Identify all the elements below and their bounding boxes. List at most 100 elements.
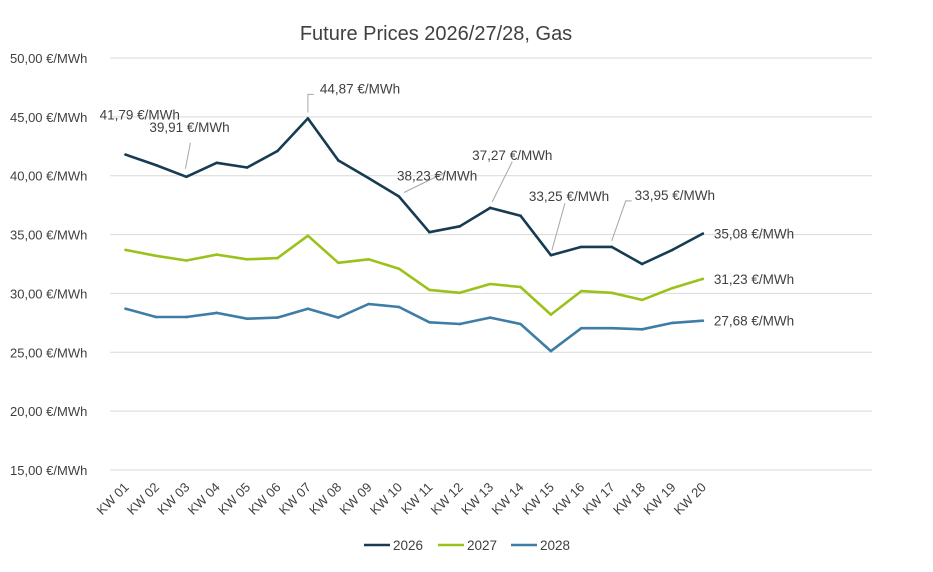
label-leader-line — [551, 203, 566, 251]
data-label: 44,87 €/MWh — [320, 81, 400, 96]
data-point-2027 — [276, 256, 279, 260]
x-tick-label: KW 20 — [671, 480, 709, 518]
x-tick-label: KW 09 — [337, 480, 375, 518]
data-point-2028 — [154, 315, 158, 319]
data-point-2028 — [336, 316, 340, 319]
x-tick-label: KW 16 — [549, 480, 587, 518]
series-line-2028 — [124, 302, 705, 353]
data-point-2027 — [306, 234, 310, 238]
y-axis-ticks: 15,00 €/MWh 20,00 €/MWh 25,00 €/MWh 30,00 €… — [10, 51, 87, 478]
data-point-2027 — [245, 257, 249, 261]
data-label: 33,25 €/MWh — [529, 189, 609, 204]
data-point-2027 — [671, 286, 674, 290]
data-point-2026 — [428, 230, 431, 234]
x-tick-label: KW 04 — [185, 480, 223, 518]
data-point-2027 — [640, 298, 644, 302]
data-point-2026 — [488, 206, 492, 210]
data-point-2027 — [336, 261, 340, 265]
data-point-2028 — [245, 317, 249, 321]
y-tick-label: 40,00 €/MWh — [10, 169, 87, 184]
data-point-2026 — [367, 176, 370, 180]
data-point-2027 — [580, 289, 583, 293]
x-tick-label: KW 05 — [215, 480, 253, 518]
data-point-2026 — [154, 163, 158, 167]
data-label: 33,95 €/MWh — [635, 188, 715, 203]
x-tick-label: KW 06 — [245, 480, 283, 518]
data-point-2026 — [397, 195, 401, 198]
data-point-2028 — [215, 311, 219, 315]
data-point-2027 — [397, 267, 401, 271]
data-point-2028 — [458, 322, 462, 326]
x-tick-label: KW 10 — [367, 480, 405, 518]
series-line-2027 — [124, 234, 705, 316]
x-tick-label: KW 01 — [94, 480, 132, 518]
chart-title: Future Prices 2026/27/28, Gas — [300, 23, 572, 45]
label-leader-line — [491, 161, 513, 203]
legend: 2026 2027 2028 — [364, 538, 570, 553]
label-leaders — [184, 93, 632, 251]
x-tick-label: KW 13 — [458, 480, 496, 518]
data-point-2028 — [671, 321, 674, 325]
data-point-2028 — [397, 305, 401, 309]
data-point-2027 — [154, 254, 158, 258]
data-point-2026 — [215, 161, 219, 165]
data-point-2026 — [671, 248, 674, 252]
y-tick-label: 45,00 €/MWh — [10, 110, 87, 125]
y-tick-label: 30,00 €/MWh — [10, 286, 87, 301]
label-leader-line — [403, 172, 446, 193]
data-point-2028 — [701, 319, 705, 323]
x-tick-label: KW 08 — [306, 480, 344, 518]
data-label: 38,23 €/MWh — [397, 169, 477, 184]
x-tick-label: KW 19 — [640, 480, 678, 518]
x-tick-label: KW 03 — [154, 480, 192, 518]
y-tick-label: 25,00 €/MWh — [10, 345, 87, 360]
data-point-2026 — [610, 245, 613, 249]
data-point-2026 — [458, 225, 462, 228]
data-point-2028 — [306, 307, 310, 311]
x-tick-label: KW 12 — [428, 480, 466, 518]
series-lines — [124, 117, 705, 353]
data-label: 37,27 €/MWh — [472, 148, 552, 163]
gridlines — [110, 57, 872, 471]
data-point-2027 — [367, 257, 370, 261]
data-point-2027 — [701, 277, 705, 281]
data-point-2028 — [185, 315, 188, 319]
data-point-2027 — [519, 285, 522, 289]
y-tick-label: 35,00 €/MWh — [10, 228, 87, 243]
y-tick-label: 20,00 €/MWh — [10, 404, 87, 419]
data-point-2028 — [549, 349, 553, 353]
label-leader-line — [307, 93, 314, 113]
data-point-2028 — [610, 326, 613, 330]
data-point-2027 — [124, 248, 127, 252]
data-point-2026 — [549, 253, 553, 257]
data-point-2026 — [124, 153, 127, 156]
data-point-2026 — [185, 175, 188, 179]
data-label: 31,23 €/MWh — [714, 272, 794, 287]
legend-label-2026: 2026 — [393, 538, 423, 553]
series-line-2026 — [124, 117, 705, 266]
data-point-2027 — [458, 291, 462, 295]
x-tick-label: KW 11 — [398, 480, 436, 518]
data-point-2028 — [276, 316, 279, 319]
data-point-2027 — [549, 313, 553, 316]
data-point-2027 — [488, 282, 492, 286]
x-tick-label: KW 17 — [580, 480, 618, 518]
y-tick-label: 50,00 €/MWh — [10, 51, 87, 66]
data-point-2028 — [488, 316, 492, 319]
x-tick-label: KW 18 — [610, 480, 648, 518]
data-label: 27,68 €/MWh — [714, 314, 794, 329]
label-leader-line — [184, 142, 191, 169]
data-point-2028 — [367, 302, 370, 306]
data-point-2028 — [124, 307, 127, 311]
data-point-2028 — [519, 322, 522, 326]
data-point-2027 — [610, 291, 613, 295]
data-point-2026 — [276, 149, 279, 153]
legend-label-2027: 2027 — [467, 538, 497, 553]
data-point-2028 — [428, 320, 431, 324]
data-point-2026 — [245, 166, 249, 169]
data-point-2026 — [580, 245, 583, 249]
